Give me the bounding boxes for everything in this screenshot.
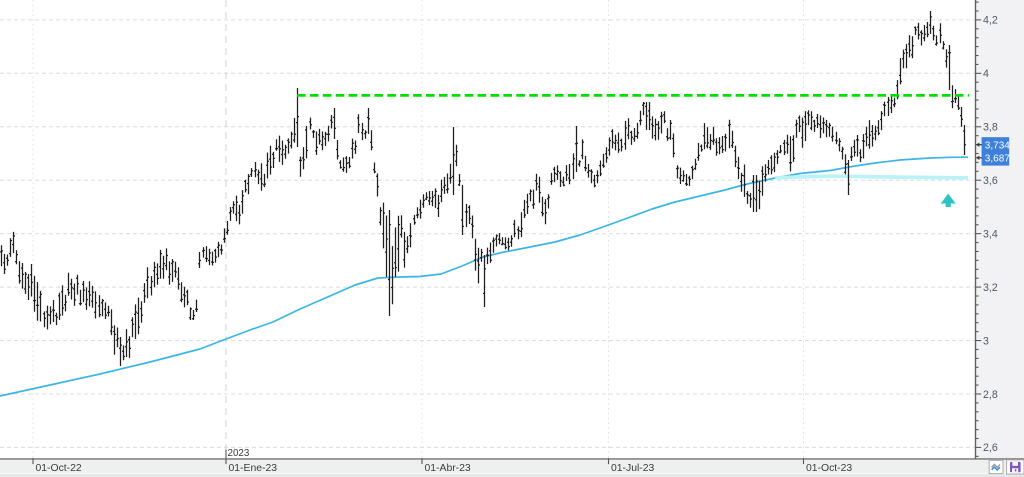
- svg-text:01-Ene-23: 01-Ene-23: [229, 463, 278, 474]
- svg-text:4: 4: [983, 68, 989, 80]
- svg-text:01-Jul-23: 01-Jul-23: [611, 463, 655, 474]
- svg-text:3,8: 3,8: [983, 122, 998, 134]
- svg-text:01-Abr-23: 01-Abr-23: [425, 463, 471, 474]
- svg-text:2,8: 2,8: [983, 389, 998, 401]
- svg-text:2023: 2023: [228, 448, 250, 459]
- svg-text:2,6: 2,6: [983, 442, 998, 454]
- svg-text:01-Oct-23: 01-Oct-23: [806, 463, 852, 474]
- svg-text:01-Oct-22: 01-Oct-22: [36, 463, 82, 474]
- svg-text:3,4: 3,4: [983, 229, 998, 241]
- svg-text:3: 3: [983, 335, 989, 347]
- svg-text:3,2: 3,2: [983, 282, 998, 294]
- svg-text:4,2: 4,2: [983, 15, 998, 27]
- svg-text:3,6: 3,6: [983, 175, 998, 187]
- svg-text:3,734: 3,734: [985, 140, 1010, 151]
- svg-text:3,687: 3,687: [985, 154, 1010, 165]
